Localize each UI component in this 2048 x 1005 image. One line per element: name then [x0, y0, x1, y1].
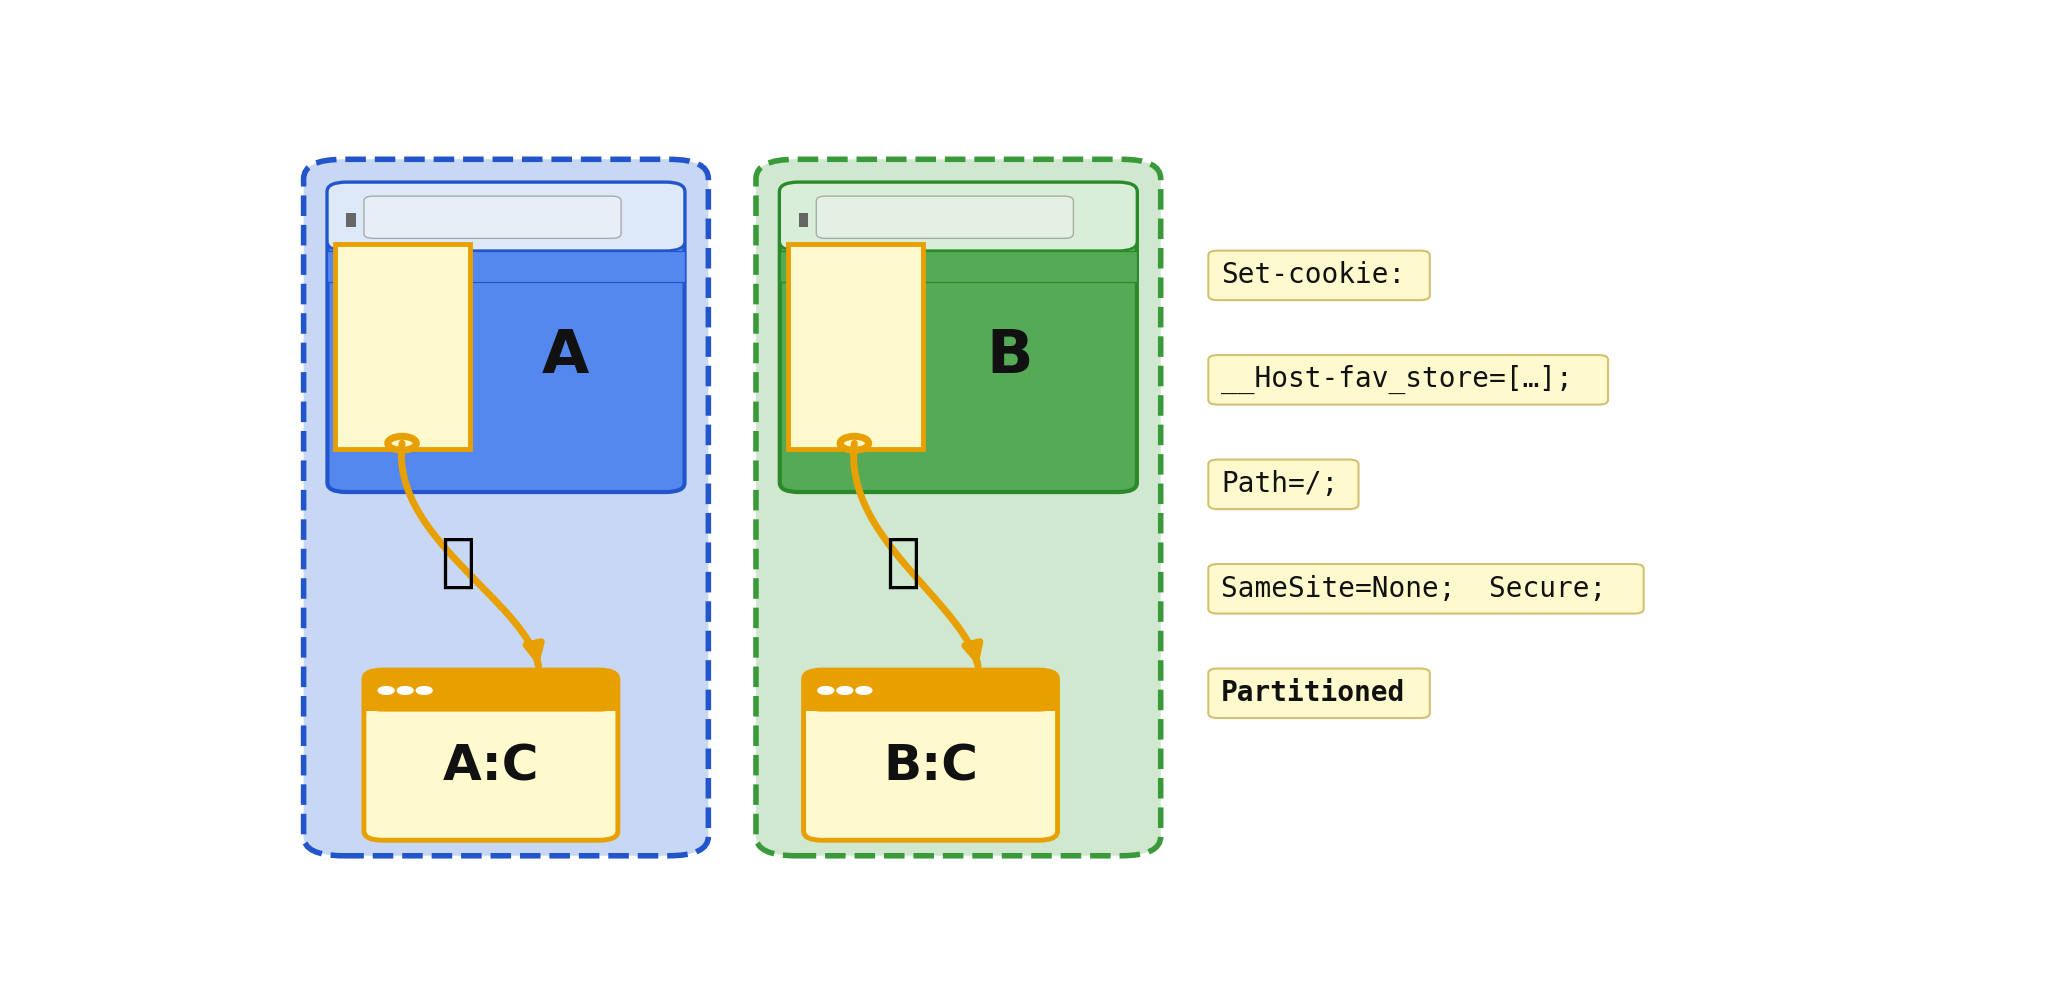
Text: A:C: A:C	[442, 743, 539, 791]
FancyBboxPatch shape	[756, 159, 1161, 856]
Text: 🍪: 🍪	[440, 534, 475, 590]
Text: Partitioned: Partitioned	[1221, 679, 1405, 708]
FancyBboxPatch shape	[1208, 250, 1430, 300]
FancyBboxPatch shape	[365, 196, 621, 238]
Bar	[336, 244, 471, 449]
FancyBboxPatch shape	[328, 183, 684, 492]
FancyBboxPatch shape	[1208, 459, 1358, 510]
Text: Path=/;: Path=/;	[1221, 470, 1337, 498]
Bar	[788, 244, 924, 449]
FancyBboxPatch shape	[780, 183, 1137, 250]
FancyBboxPatch shape	[817, 196, 1073, 238]
FancyBboxPatch shape	[803, 670, 1057, 711]
FancyBboxPatch shape	[803, 670, 1057, 840]
Circle shape	[817, 686, 834, 694]
FancyBboxPatch shape	[1208, 668, 1430, 718]
Circle shape	[397, 686, 414, 694]
Bar	[365, 690, 616, 711]
Circle shape	[416, 686, 432, 694]
Text: B:C: B:C	[883, 743, 979, 791]
Circle shape	[856, 686, 872, 694]
Bar	[346, 213, 356, 227]
FancyBboxPatch shape	[1208, 564, 1645, 613]
FancyBboxPatch shape	[365, 670, 618, 711]
Circle shape	[379, 686, 393, 694]
Text: __Host-fav_store=[…];: __Host-fav_store=[…];	[1221, 365, 1573, 394]
Text: SameSite=None;  Secure;: SameSite=None; Secure;	[1221, 575, 1606, 603]
Text: A: A	[543, 327, 590, 386]
Circle shape	[838, 686, 852, 694]
Bar	[799, 213, 809, 227]
Text: Set-cookie:: Set-cookie:	[1221, 261, 1405, 289]
Bar	[805, 690, 1057, 711]
FancyBboxPatch shape	[328, 183, 684, 250]
FancyBboxPatch shape	[780, 183, 1137, 492]
Text: 🍪: 🍪	[885, 534, 920, 590]
FancyBboxPatch shape	[303, 159, 709, 856]
FancyBboxPatch shape	[365, 670, 618, 840]
Text: B: B	[987, 327, 1032, 386]
Bar	[328, 250, 684, 281]
Bar	[780, 250, 1137, 281]
FancyBboxPatch shape	[1208, 355, 1608, 405]
